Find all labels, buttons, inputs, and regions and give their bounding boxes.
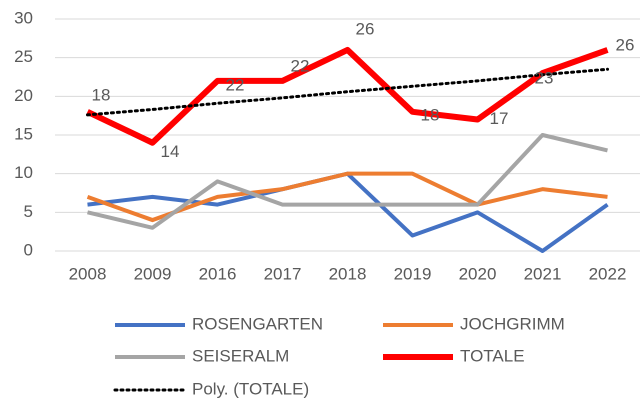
x-tick-label: 2008 [69,264,107,283]
series-line [87,133,608,230]
data-label: 22 [291,56,310,75]
x-tick-label: 2019 [394,264,432,283]
y-tick-label: 20 [14,86,33,105]
x-tick-label: 2017 [264,264,302,283]
y-tick-label: 30 [14,8,33,27]
data-label: 26 [616,35,635,54]
legend-label: TOTALE [460,346,525,365]
x-tick-label: 2009 [134,264,172,283]
data-label: 17 [490,109,509,128]
data-label: 23 [535,69,554,88]
data-label: 14 [161,142,180,161]
x-tick-label: 2020 [459,264,497,283]
legend-label: JOCHGRIMM [460,314,565,333]
legend-label: SEISERALM [192,346,289,365]
series-line [86,67,609,117]
x-tick-label: 2022 [589,264,627,283]
y-tick-label: 0 [24,240,33,259]
x-tick-label: 2018 [329,264,367,283]
x-tick-label: 2016 [199,264,237,283]
data-label: 22 [226,75,245,94]
y-tick-label: 10 [14,163,33,182]
y-tick-label: 15 [14,124,33,143]
y-tick-label: 25 [14,47,33,66]
legend-label: Poly. (TOTALE) [192,379,309,398]
x-tick-label: 2021 [524,264,562,283]
legend-label: ROSENGARTEN [192,314,323,333]
data-label: 26 [356,19,375,38]
series-line [86,46,609,146]
data-label: 18 [421,105,440,124]
data-label: 18 [92,85,111,104]
y-tick-label: 5 [24,202,33,221]
